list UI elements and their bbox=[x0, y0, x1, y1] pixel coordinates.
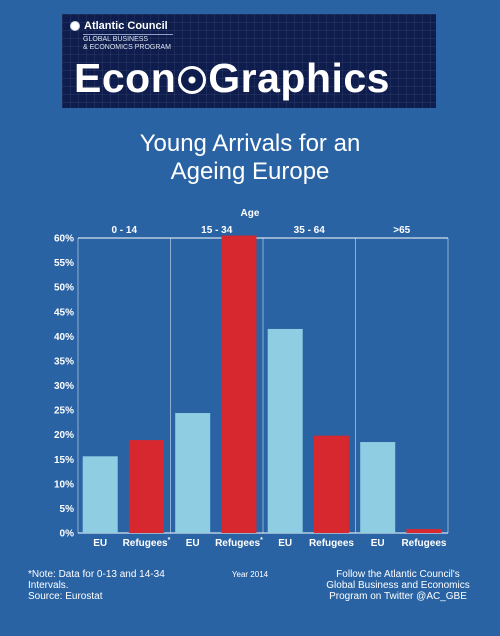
x-tick-label: Refugees bbox=[309, 538, 354, 549]
brand-name: Atlantic Council bbox=[84, 20, 168, 32]
footnote-line-1: *Note: Data for 0-13 and 14-34 bbox=[28, 569, 165, 580]
y-tick-label: 50% bbox=[54, 283, 74, 294]
follow-line-1: Follow the Atlantic Council's bbox=[336, 569, 460, 580]
chart-title-line-2: Ageing Europe bbox=[170, 158, 330, 185]
y-tick-label: 0% bbox=[60, 529, 75, 540]
age-group-label: 0 - 14 bbox=[111, 225, 137, 236]
eu-bar bbox=[175, 413, 211, 533]
footnote-marker: * bbox=[168, 537, 171, 544]
twitter-follow-note: Follow the Atlantic Council's Global Bus… bbox=[308, 569, 488, 602]
x-tick-label: EU bbox=[371, 538, 385, 549]
globe-icon bbox=[178, 66, 207, 94]
footnote-line-2: Intervals. bbox=[28, 580, 69, 591]
y-tick-label: 25% bbox=[54, 406, 74, 417]
brand-program: GLOBAL BUSINESS & ECONOMICS PROGRAM bbox=[83, 36, 171, 51]
footnote-marker: * bbox=[260, 537, 263, 544]
eu-bar bbox=[82, 456, 118, 533]
age-group-label: >65 bbox=[393, 225, 410, 236]
wordmark-left: Econ bbox=[74, 54, 177, 101]
follow-line-2: Global Business and Economics bbox=[326, 580, 470, 591]
footnote: *Note: Data for 0-13 and 14-34 Intervals… bbox=[28, 569, 168, 602]
y-tick-label: 40% bbox=[54, 332, 74, 343]
y-tick-label: 60% bbox=[54, 234, 74, 245]
chart-title-line-1: Young Arrivals for an bbox=[139, 130, 361, 157]
wordmark-right: Graphics bbox=[208, 54, 390, 101]
x-tick-label: EU bbox=[278, 538, 292, 549]
age-group-label: 15 - 34 bbox=[201, 225, 233, 236]
age-group-label: 35 - 64 bbox=[294, 225, 326, 236]
x-tick-label: Refugees* bbox=[215, 537, 263, 549]
x-tick-label: EU bbox=[186, 538, 200, 549]
x-tick-label: Refugees* bbox=[123, 537, 171, 549]
y-tick-label: 35% bbox=[54, 356, 74, 367]
source-line: Source: Eurostat bbox=[28, 591, 103, 602]
refugees-bar bbox=[406, 529, 442, 533]
age-axis-label: Age bbox=[240, 208, 260, 219]
y-tick-label: 30% bbox=[54, 381, 74, 392]
refugees-bar bbox=[313, 435, 349, 533]
x-tick-label: EU bbox=[93, 538, 107, 549]
y-tick-label: 55% bbox=[54, 258, 74, 269]
eu-bar bbox=[267, 328, 303, 533]
refugees-bar bbox=[221, 235, 257, 533]
econographics-banner: Atlantic Council GLOBAL BUSINESS & ECONO… bbox=[62, 14, 436, 108]
follow-line-3: Program on Twitter @AC_GBE bbox=[329, 591, 467, 602]
x-tick-label: Refugees bbox=[401, 538, 446, 549]
brand-divider bbox=[83, 34, 173, 35]
year-label: Year 2014 bbox=[231, 570, 269, 579]
econographics-wordmark: Econ Graphics bbox=[74, 54, 390, 101]
y-tick-label: 45% bbox=[54, 307, 74, 318]
eu-bar bbox=[360, 442, 396, 533]
refugees-bar bbox=[128, 440, 164, 533]
atlantic-council-logo-icon bbox=[70, 21, 80, 31]
y-tick-label: 20% bbox=[54, 430, 74, 441]
chart-title: Young Arrivals for an Ageing Europe bbox=[0, 130, 500, 186]
age-distribution-chart: 0% 5% 10% 15% 20% 25% 30% 35% 40% 45% 50% 55% 60% 0 -… bbox=[54, 225, 449, 549]
y-tick-label: 10% bbox=[54, 479, 74, 490]
y-tick-label: 5% bbox=[60, 504, 75, 515]
atlantic-council-brand: Atlantic Council bbox=[70, 20, 168, 32]
y-tick-label: 15% bbox=[54, 455, 74, 466]
